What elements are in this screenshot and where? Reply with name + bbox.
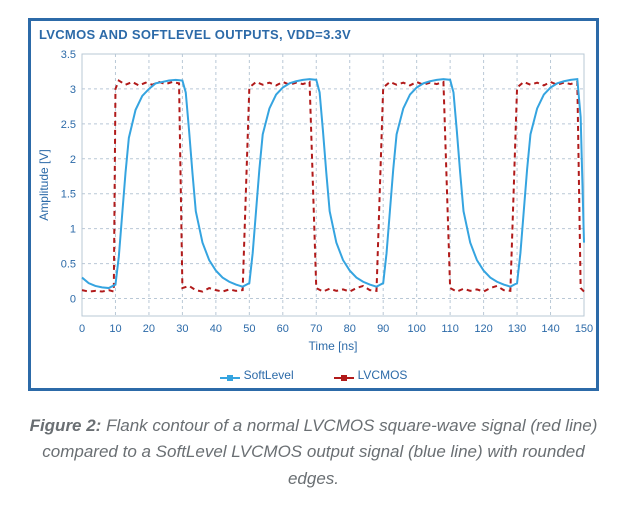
svg-text:30: 30 bbox=[176, 323, 188, 335]
svg-text:90: 90 bbox=[377, 323, 389, 335]
figure-wrapper: LVCMOS AND SOFTLEVEL OUTPUTS, VDD=3.3V 0… bbox=[0, 0, 627, 512]
svg-text:50: 50 bbox=[243, 323, 255, 335]
svg-text:0.5: 0.5 bbox=[60, 259, 75, 271]
svg-text:130: 130 bbox=[507, 323, 525, 335]
svg-text:140: 140 bbox=[541, 323, 559, 335]
svg-text:3.5: 3.5 bbox=[60, 49, 75, 61]
svg-text:1: 1 bbox=[69, 224, 75, 236]
svg-text:10: 10 bbox=[109, 323, 121, 335]
legend: SoftLevel LVCMOS bbox=[31, 364, 596, 388]
legend-label-lvcmos: LVCMOS bbox=[358, 368, 408, 382]
chart-plot-area: 0 0.5 1 1.5 2 2.5 3 3.5 0 10 20 30 40 50 60 70 80 90 100 11… bbox=[34, 46, 594, 356]
svg-text:100: 100 bbox=[407, 323, 425, 335]
svg-text:110: 110 bbox=[441, 323, 459, 335]
chart-container: LVCMOS AND SOFTLEVEL OUTPUTS, VDD=3.3V 0… bbox=[28, 18, 599, 391]
legend-swatch-lvcmos bbox=[334, 374, 352, 376]
legend-item-lvcmos: LVCMOS bbox=[334, 368, 408, 382]
svg-text:80: 80 bbox=[343, 323, 355, 335]
caption-text: Flank contour of a normal LVCMOS square-… bbox=[42, 416, 597, 488]
svg-text:2: 2 bbox=[69, 154, 75, 166]
svg-text:70: 70 bbox=[310, 323, 322, 335]
svg-text:150: 150 bbox=[574, 323, 592, 335]
svg-text:0: 0 bbox=[69, 294, 75, 306]
svg-text:20: 20 bbox=[142, 323, 154, 335]
svg-text:40: 40 bbox=[209, 323, 221, 335]
svg-text:0: 0 bbox=[78, 323, 84, 335]
svg-text:Amplitude [V]: Amplitude [V] bbox=[37, 149, 51, 220]
chart-title: LVCMOS AND SOFTLEVEL OUTPUTS, VDD=3.3V bbox=[31, 21, 596, 46]
svg-text:60: 60 bbox=[276, 323, 288, 335]
chart-svg: 0 0.5 1 1.5 2 2.5 3 3.5 0 10 20 30 40 50 60 70 80 90 100 11… bbox=[34, 46, 594, 356]
legend-swatch-softlevel bbox=[220, 374, 238, 376]
svg-text:3: 3 bbox=[69, 84, 75, 96]
caption-prefix: Figure 2: bbox=[30, 416, 102, 435]
legend-item-softlevel: SoftLevel bbox=[220, 368, 294, 382]
figure-caption: Figure 2: Flank contour of a normal LVCM… bbox=[28, 413, 599, 492]
svg-text:Time [ns]: Time [ns] bbox=[308, 339, 357, 353]
svg-text:120: 120 bbox=[474, 323, 492, 335]
svg-text:1.5: 1.5 bbox=[60, 189, 75, 201]
legend-label-softlevel: SoftLevel bbox=[244, 368, 294, 382]
svg-text:2.5: 2.5 bbox=[60, 119, 75, 131]
